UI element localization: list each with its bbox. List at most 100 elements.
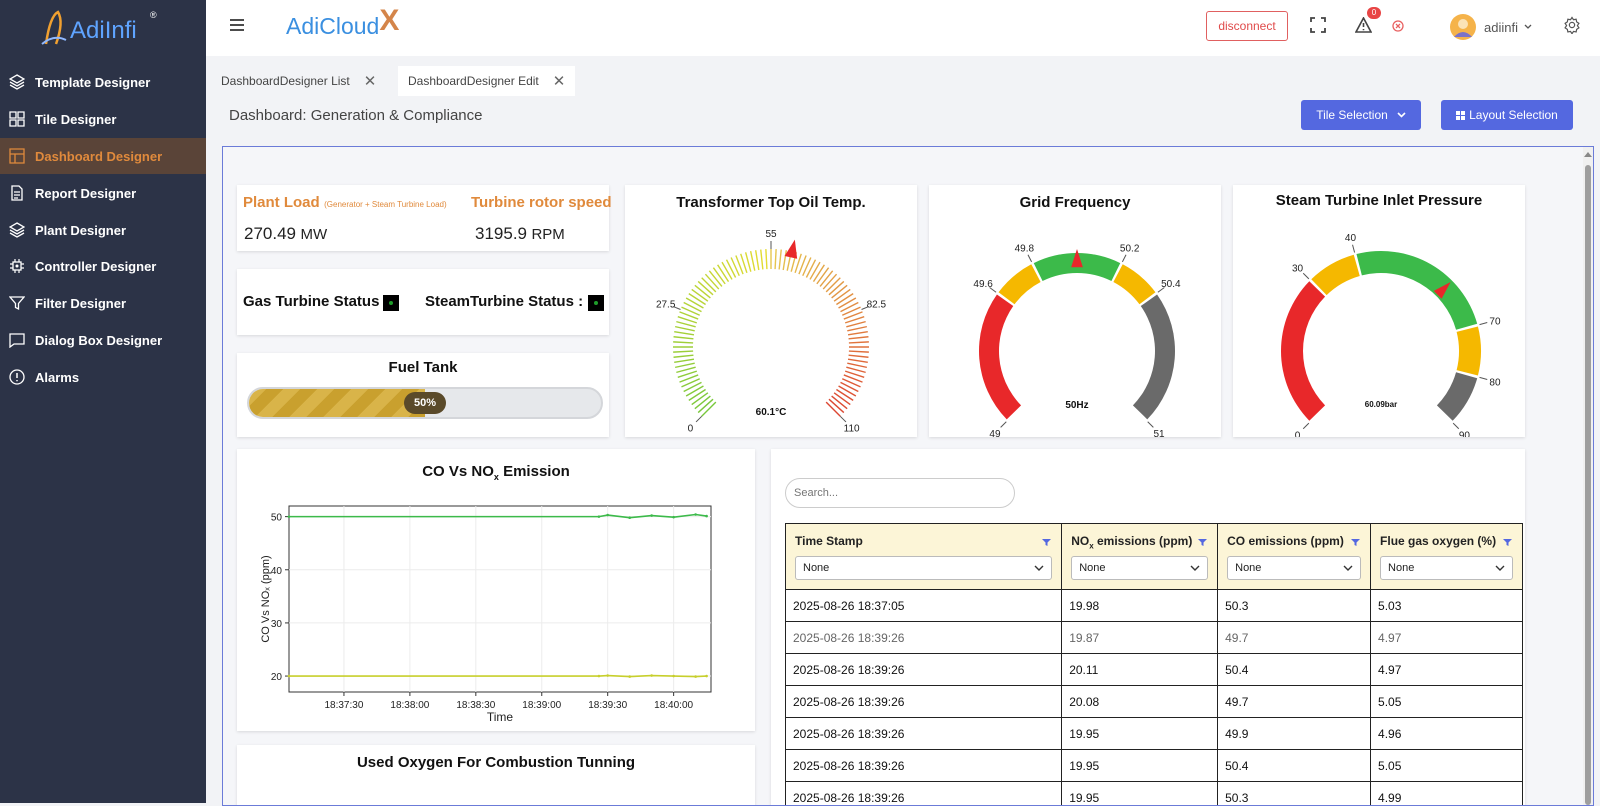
gauge-scale-tick bbox=[783, 250, 786, 270]
gauge-scale-tick bbox=[676, 322, 695, 327]
plant-load-unit: MW bbox=[300, 226, 327, 243]
steam-turbine-status-indicator bbox=[588, 295, 604, 311]
column-filter-select[interactable]: None bbox=[1227, 556, 1361, 580]
plant-load-label: Plant Load bbox=[243, 194, 320, 211]
sidebar-item-label: Tile Designer bbox=[35, 112, 116, 127]
table-cell: 2025-08-26 18:39:26 bbox=[786, 686, 1062, 718]
x-tick-label: 18:39:30 bbox=[588, 700, 627, 711]
turbine-speed-value: 3195.9 bbox=[475, 224, 527, 243]
vertical-scrollbar[interactable] bbox=[1583, 147, 1593, 806]
column-filter-select[interactable]: None bbox=[1380, 556, 1513, 580]
filter-icon[interactable] bbox=[1198, 539, 1207, 546]
table-cell: 50.4 bbox=[1218, 654, 1371, 686]
gauge-tick-label: 70 bbox=[1489, 316, 1501, 327]
warning-icon[interactable] bbox=[1355, 17, 1372, 33]
gauge-scale-tick bbox=[826, 278, 840, 292]
sidebar-item-dashboard-designer[interactable]: Dashboard Designer bbox=[0, 138, 206, 174]
grid-icon bbox=[1456, 111, 1465, 120]
emission-table-card: Time Stamp None NOx emissions (ppm) None… bbox=[771, 449, 1525, 806]
tile-selection-button[interactable]: Tile Selection bbox=[1301, 100, 1421, 130]
series-point bbox=[694, 675, 697, 678]
tab-dashboard-edit[interactable]: DashboardDesigner Edit ✕ bbox=[398, 66, 575, 96]
gauge-scale-tick bbox=[775, 249, 776, 269]
filter-select-value: None bbox=[1388, 562, 1495, 574]
series-point bbox=[694, 513, 697, 516]
sidebar-item-label: Dialog Box Designer bbox=[35, 333, 162, 348]
gauge-band bbox=[1437, 372, 1477, 420]
tab-dashboard-list[interactable]: DashboardDesigner List ✕ bbox=[211, 66, 386, 96]
sidebar-item-plant-designer[interactable]: Plant Designer bbox=[0, 212, 206, 248]
sidebar-item-alarms[interactable]: Alarms bbox=[0, 359, 206, 395]
gauge-scale-tick bbox=[840, 382, 858, 391]
gauge-scale-tick bbox=[847, 327, 867, 331]
table-cell: 2025-08-26 18:39:26 bbox=[786, 782, 1062, 806]
gauge-scale-tick bbox=[829, 281, 844, 294]
gauge-tick-mark bbox=[1028, 255, 1032, 262]
close-tab-icon[interactable]: ✕ bbox=[364, 72, 377, 90]
series-line-1 bbox=[289, 676, 707, 677]
sidebar-item-dialog-box-designer[interactable]: Dialog Box Designer bbox=[0, 322, 206, 358]
column-filter-select[interactable]: None bbox=[795, 556, 1052, 580]
gauge-tick-label: 0 bbox=[688, 424, 694, 435]
column-title: CO emissions (ppm) bbox=[1227, 534, 1344, 548]
gauge-scale-tick bbox=[674, 332, 694, 335]
table-cell: 2025-08-26 18:39:26 bbox=[786, 750, 1062, 782]
gauge-scale-tick bbox=[839, 298, 856, 308]
plant-load-sublabel: (Generator + Steam Turbine Load) bbox=[324, 200, 447, 209]
sidebar-item-report-designer[interactable]: Report Designer bbox=[0, 175, 206, 211]
scroll-up-arrow-icon[interactable] bbox=[1584, 151, 1592, 157]
sidebar-item-label: Dashboard Designer bbox=[35, 149, 162, 164]
sidebar-item-template-designer[interactable]: Template Designer bbox=[0, 64, 206, 100]
table-search-input[interactable] bbox=[785, 478, 1015, 508]
sidebar-item-controller-designer[interactable]: Controller Designer bbox=[0, 248, 206, 284]
scrollbar-thumb[interactable] bbox=[1585, 165, 1591, 805]
close-circle-icon[interactable] bbox=[1392, 20, 1404, 32]
x-tick-label: 18:40:00 bbox=[654, 700, 693, 711]
gauge-scale-tick bbox=[766, 249, 767, 269]
adiinfi-logo[interactable]: AdiInfi ® bbox=[36, 4, 166, 50]
brand-x: X bbox=[379, 4, 399, 38]
series-point bbox=[650, 674, 653, 677]
filter-icon[interactable] bbox=[1503, 539, 1512, 546]
hamburger-menu-icon[interactable] bbox=[230, 19, 244, 31]
status-led bbox=[389, 301, 393, 305]
disconnect-button[interactable]: disconnect bbox=[1206, 11, 1288, 41]
gauge-readout: 60.09bar bbox=[1365, 400, 1397, 409]
chevron-down-icon bbox=[1495, 565, 1505, 571]
x-tick-label: 18:38:00 bbox=[390, 700, 429, 711]
gauge-band bbox=[1356, 251, 1477, 330]
fuel-tank-title: Fuel Tank bbox=[237, 359, 609, 376]
close-tab-icon[interactable]: ✕ bbox=[553, 72, 566, 90]
brand-logo[interactable]: AdiCloud X bbox=[286, 8, 399, 44]
gauge-scale-tick bbox=[813, 265, 824, 282]
column-header: Flue gas oxygen (%) None bbox=[1371, 524, 1523, 590]
tab-label: DashboardDesigner Edit bbox=[408, 74, 539, 88]
fullscreen-icon[interactable] bbox=[1310, 17, 1326, 33]
sidebar-item-filter-designer[interactable]: Filter Designer bbox=[0, 285, 206, 321]
sidebar-item-label: Template Designer bbox=[35, 75, 150, 90]
gauge-tick-mark bbox=[1480, 377, 1488, 379]
gauge-scale-tick bbox=[779, 250, 781, 270]
settings-gear-icon[interactable] bbox=[1563, 16, 1581, 34]
user-menu[interactable]: adiinfi bbox=[1450, 14, 1532, 40]
sidebar-item-label: Controller Designer bbox=[35, 259, 156, 274]
filter-icon[interactable] bbox=[1351, 539, 1360, 546]
table-cell: 20.08 bbox=[1062, 686, 1218, 718]
x-tick-label: 18:39:00 bbox=[522, 700, 561, 711]
alarm-count-badge: 0 bbox=[1367, 7, 1381, 19]
sidebar-item-tile-designer[interactable]: Tile Designer bbox=[0, 101, 206, 137]
filter-select-value: None bbox=[1079, 562, 1190, 574]
filter-icon[interactable] bbox=[1042, 539, 1051, 546]
column-filter-select[interactable]: None bbox=[1071, 556, 1208, 580]
layout-selection-button[interactable]: Layout Selection bbox=[1441, 100, 1573, 130]
table-cell: 50.4 bbox=[1218, 750, 1371, 782]
